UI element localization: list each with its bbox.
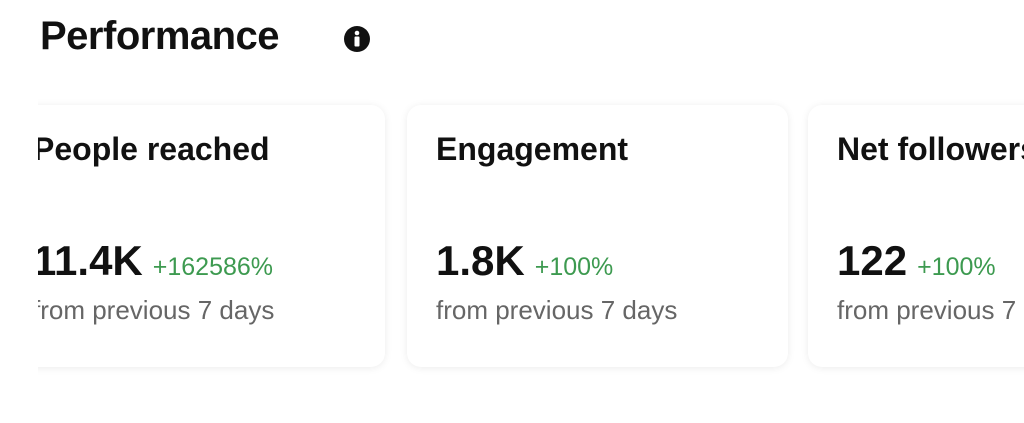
metric-value: 1.8K: [436, 237, 525, 284]
metric-value-row: 122 +100%: [837, 237, 996, 285]
metric-note: from previous 7 days: [837, 295, 1024, 325]
section-title: Performance: [40, 14, 280, 58]
metric-card[interactable]: Net followers 122 +100% from previous 7 day…: [808, 105, 1024, 367]
metric-change: +162586%: [152, 253, 274, 281]
card-strip: People reached 11.4K +162586% from previous…: [38, 95, 1024, 385]
metric-value: 122: [837, 237, 908, 284]
metric-change: +100%: [534, 253, 614, 281]
metric-card[interactable]: People reached 11.4K +162586% from previous…: [38, 105, 385, 367]
metric-label: Net followers: [837, 131, 1024, 167]
metric-note: from previous 7 days: [38, 295, 275, 325]
metric-value: 11.4K: [38, 237, 143, 284]
metric-value-row: 1.8K +100%: [436, 237, 613, 285]
info-icon[interactable]: [343, 25, 371, 53]
metric-card[interactable]: Engagement 1.8K +100% from previous 7 days: [407, 105, 788, 367]
metric-note: from previous 7 days: [436, 295, 678, 325]
metric-label: People reached: [38, 131, 270, 167]
metric-label: Engagement: [436, 131, 629, 167]
metric-value-row: 11.4K +162586%: [38, 237, 273, 285]
metric-change: +100%: [917, 253, 996, 281]
